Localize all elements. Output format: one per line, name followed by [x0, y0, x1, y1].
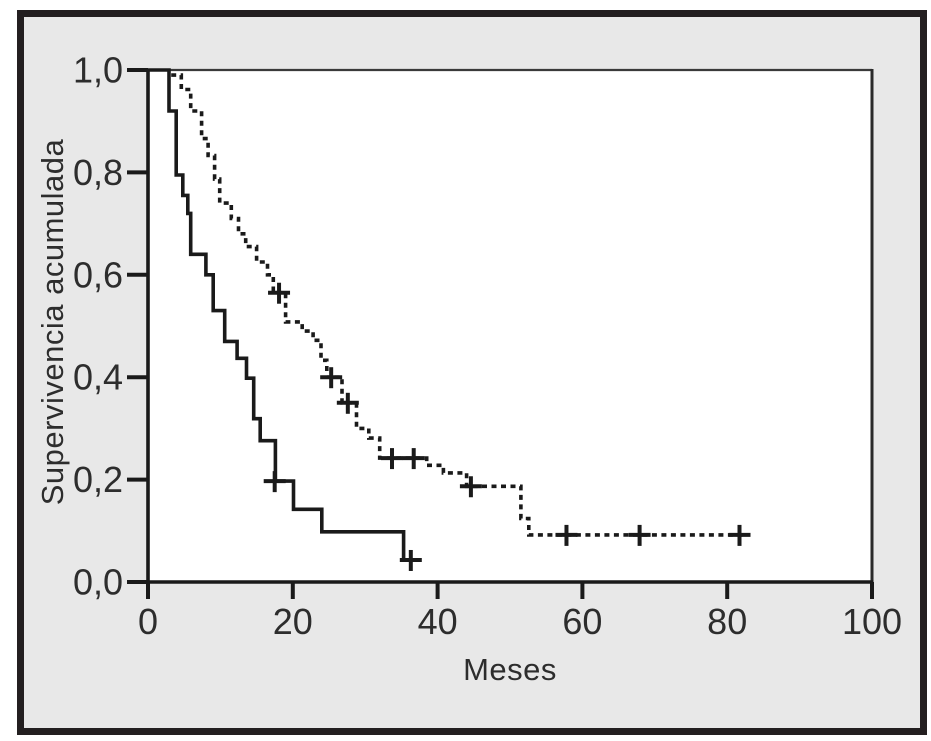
- x-axis-ticks: 0 20 40 60 80 100: [138, 582, 902, 642]
- survival-curve-solid: [148, 68, 415, 562]
- y-tick-label: 0,4: [73, 357, 123, 398]
- y-tick-label: 0,2: [73, 459, 123, 500]
- x-tick-label: 100: [842, 601, 902, 642]
- x-tick-label: 40: [418, 601, 458, 642]
- x-tick-label: 0: [138, 601, 158, 642]
- plot-area: [148, 70, 872, 582]
- y-tick-label: 1,0: [73, 50, 123, 91]
- y-tick-label: 0,0: [73, 562, 123, 603]
- censor-marks-solid: [263, 471, 422, 571]
- x-tick-label: 60: [562, 601, 602, 642]
- y-axis-title: Supervivencia acumulada: [35, 138, 70, 506]
- x-tick-label: 80: [707, 601, 747, 642]
- y-tick-label: 0,8: [73, 152, 123, 193]
- survival-curve-dotted: [171, 73, 746, 537]
- y-axis-ticks: 0,0 0,2 0,4 0,6 0,8 1,0: [73, 50, 148, 603]
- x-axis-title: Meses: [463, 652, 557, 687]
- censor-marks-dotted: [268, 282, 751, 546]
- y-tick-label: 0,6: [73, 254, 123, 295]
- x-tick-label: 20: [273, 601, 313, 642]
